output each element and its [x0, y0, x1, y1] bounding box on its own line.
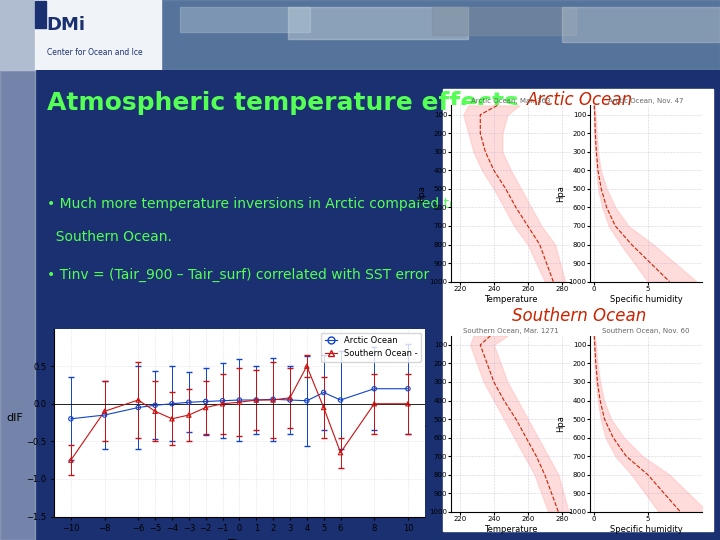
Point: [149, 407, 161, 416]
Bar: [432, 7, 576, 35]
Point: [233, 396, 245, 404]
Bar: [158, 0, 720, 70]
Point: [251, 396, 262, 404]
Point: [402, 400, 414, 408]
Point: [166, 415, 178, 423]
Text: • Tinv = (Tair_900 – Tair_surf) correlated with SST error: • Tinv = (Tair_900 – Tair_surf) correlat…: [47, 267, 429, 282]
X-axis label: Tinv: Tinv: [228, 539, 251, 540]
Bar: [180, 7, 310, 31]
Text: Arctic Ocean: Arctic Ocean: [526, 91, 633, 109]
X-axis label: Specific humidity: Specific humidity: [610, 525, 683, 534]
Bar: [0, 0, 35, 70]
X-axis label: Specific humidity: Specific humidity: [610, 294, 683, 303]
Y-axis label: Hpa: Hpa: [557, 185, 565, 202]
Bar: [35, 0, 161, 70]
Y-axis label: dIF: dIF: [6, 413, 24, 422]
Point: [166, 400, 178, 408]
Point: [267, 396, 279, 404]
Point: [369, 400, 380, 408]
Point: [132, 403, 144, 412]
Point: [149, 401, 161, 409]
X-axis label: Temperature: Temperature: [484, 294, 538, 303]
Point: [99, 411, 110, 420]
Point: [217, 396, 228, 405]
Bar: [35, 2, 46, 28]
Point: [251, 396, 262, 404]
Title: Southern Ocean, Nov. 60: Southern Ocean, Nov. 60: [603, 328, 690, 334]
Point: [65, 456, 76, 464]
Bar: [0, 70, 35, 540]
Title: Arctic Ocean, Mar. 363: Arctic Ocean, Mar. 363: [471, 98, 551, 104]
X-axis label: Temperature: Temperature: [484, 525, 538, 534]
Text: Southern Ocean: Southern Ocean: [513, 307, 647, 326]
Text: Southern Ocean.: Southern Ocean.: [47, 230, 171, 244]
Point: [217, 400, 228, 408]
Point: [132, 396, 144, 404]
Y-axis label: Hpa: Hpa: [557, 415, 565, 432]
Point: [284, 396, 296, 404]
Point: [402, 384, 414, 393]
Point: [369, 384, 380, 393]
Text: • Much more temperature inversions in Arctic compared to: • Much more temperature inversions in Ar…: [47, 197, 457, 211]
Text: DMi: DMi: [47, 16, 86, 33]
Title: Arctic Ocean, Nov. 47: Arctic Ocean, Nov. 47: [608, 98, 684, 104]
Text: Center for Ocean and Ice: Center for Ocean and Ice: [47, 48, 143, 57]
Point: [183, 398, 194, 407]
Text: Atmospheric temperature effects: Atmospheric temperature effects: [47, 91, 518, 116]
Point: [301, 362, 312, 370]
Title: Southern Ocean, Mar. 1271: Southern Ocean, Mar. 1271: [463, 328, 559, 334]
Bar: [443, 89, 713, 531]
Point: [233, 398, 245, 407]
Point: [200, 397, 212, 406]
Point: [200, 403, 212, 412]
Point: [284, 394, 296, 402]
Point: [183, 411, 194, 420]
Point: [318, 403, 330, 412]
Point: [267, 395, 279, 403]
Bar: [288, 7, 468, 39]
Bar: [562, 7, 720, 42]
Point: [99, 407, 110, 416]
Point: [335, 396, 346, 404]
Point: [65, 415, 76, 423]
Point: [335, 448, 346, 457]
Point: [301, 396, 312, 405]
Y-axis label: Hpa: Hpa: [418, 185, 426, 202]
Point: [318, 388, 330, 397]
Legend: Arctic Ocean, Southern Ocean -: Arctic Ocean, Southern Ocean -: [321, 333, 420, 362]
Y-axis label: Hpa: Hpa: [418, 415, 426, 432]
